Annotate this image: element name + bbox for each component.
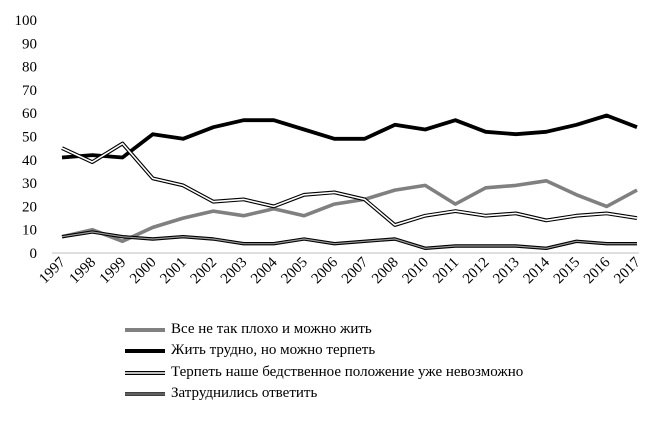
y-tick-label: 40: [22, 153, 37, 169]
series-line-4: [62, 232, 637, 249]
legend-label-series-3: Терпеть наше бедственное положение уже н…: [171, 363, 523, 381]
x-tick-label: 2012: [460, 255, 493, 288]
legend-swatch-series-3: [125, 366, 165, 378]
x-tick-label: 2003: [218, 255, 251, 288]
legend-label-series-1: Все не так плохо и можно жить: [171, 320, 372, 338]
x-tick-label: 2004: [248, 254, 281, 287]
x-tick-label: 2006: [309, 254, 342, 287]
y-tick-label: 70: [22, 83, 37, 99]
y-tick-label: 50: [22, 130, 37, 146]
legend-label-series-2: Жить трудно, но можно терпеть: [171, 341, 375, 359]
x-tick-label: 2010: [399, 255, 432, 288]
x-tick-label: 2015: [551, 255, 584, 288]
series-path: [62, 116, 637, 158]
y-tick-label: 60: [22, 106, 37, 122]
series-lines: [62, 115, 637, 248]
x-tick-label: 2014: [521, 254, 554, 287]
x-tick-label: 1998: [67, 255, 100, 288]
series-path: [62, 181, 637, 242]
x-tick-label: 2000: [127, 255, 160, 288]
x-tick-label: 2005: [278, 255, 311, 288]
legend-item-series-4: Затруднились ответить: [125, 383, 625, 405]
y-axis-tick-labels: 0 10 20 30 40 50 60 70 80 90 100: [15, 13, 38, 262]
x-tick-label: 2008: [369, 255, 402, 288]
series-path-outer: [62, 232, 637, 248]
x-tick-label: 2001: [157, 255, 190, 288]
y-tick-label: 30: [22, 176, 37, 192]
x-tick-label: 1999: [97, 255, 130, 288]
y-tick-label: 80: [22, 60, 37, 76]
legend-swatch-series-1: [125, 323, 165, 335]
y-tick-label: 10: [22, 223, 37, 239]
x-tick-label: 2016: [581, 254, 614, 287]
x-tick-label: 1997: [36, 254, 69, 287]
x-tick-label: 2007: [339, 254, 372, 287]
x-tick-label: 2013: [490, 255, 523, 288]
x-tick-label: 2011: [430, 255, 462, 287]
x-tick-label: 2002: [188, 255, 221, 288]
legend-item-series-2: Жить трудно, но можно терпеть: [125, 340, 625, 362]
legend-item-series-1: Все не так плохо и можно жить: [125, 318, 625, 340]
legend-label-series-4: Затруднились ответить: [171, 384, 317, 402]
series-line-2: [62, 115, 637, 157]
legend-item-series-3: Терпеть наше бедственное положение уже н…: [125, 361, 625, 383]
legend-swatch-series-2: [125, 344, 165, 356]
x-axis-tick-labels: 1997199819992000200120022003200420052006…: [36, 254, 644, 287]
legend: Все не так плохо и можно жить Жить трудн…: [125, 318, 625, 404]
y-tick-label: 90: [22, 36, 37, 52]
legend-swatch-series-4: [125, 387, 165, 399]
y-tick-label: 100: [15, 13, 38, 29]
series-line-1: [62, 181, 637, 242]
y-tick-label: 0: [30, 246, 38, 262]
x-tick-label: 2017: [611, 254, 644, 287]
y-tick-label: 20: [22, 199, 37, 215]
